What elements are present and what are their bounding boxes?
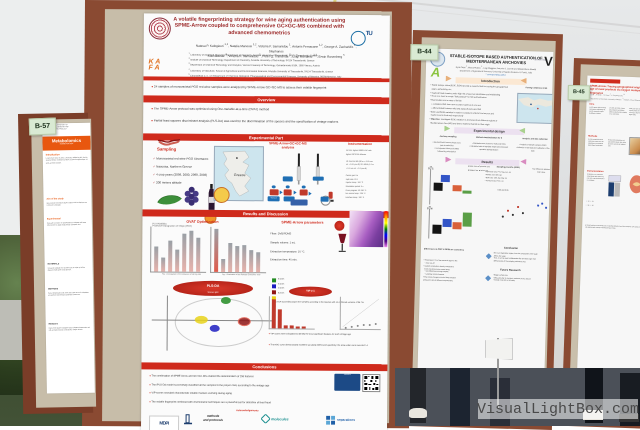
svg-text:Greece: Greece — [234, 173, 246, 177]
